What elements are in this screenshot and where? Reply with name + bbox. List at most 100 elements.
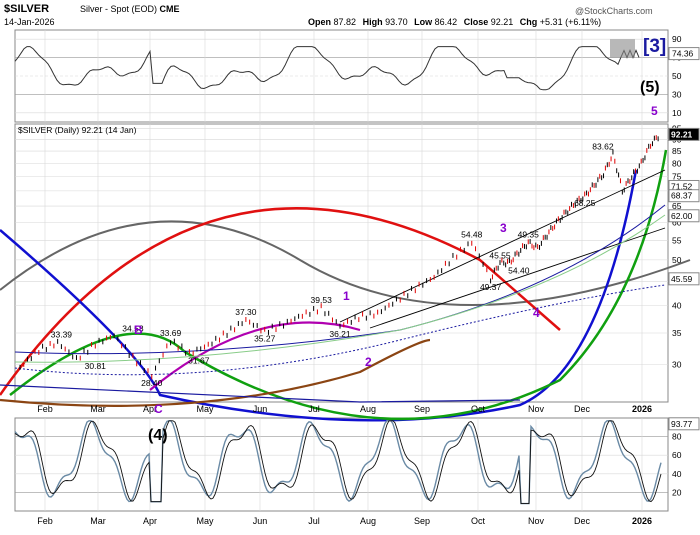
open-label: Open [308, 17, 331, 27]
price-x-tick-label: Oct [471, 404, 486, 414]
wave-label-b: B [134, 323, 143, 337]
low-value: 86.42 [435, 17, 458, 27]
price-annotation: 39.53 [311, 295, 333, 305]
bottom-panel-frame [14, 417, 669, 512]
wave-label-4: 4 [533, 306, 540, 320]
price-y-tick-label: 60 [672, 217, 682, 227]
price-right-value-label: 71.52 [671, 181, 693, 191]
price-y-tick-label: 85 [672, 146, 682, 156]
bottom-x-tick-label: Mar [90, 516, 106, 526]
close-label: Close [464, 17, 489, 27]
price-panel-frame [14, 123, 669, 403]
price-x-tick-label: 2026 [632, 404, 652, 414]
cycle-arc-brown [0, 338, 431, 407]
ohlc-readout: Open 87.82 High 93.70 Low 86.42 Close 92… [308, 17, 601, 27]
price-annotation: 35.27 [254, 333, 276, 343]
wave-label-3-big: [3] [643, 36, 666, 57]
baseline-arc [0, 384, 521, 403]
price-right-value-box [668, 189, 700, 203]
price-annotation: 49.35 [518, 230, 540, 240]
bottom-x-tick-label: Aug [360, 516, 376, 526]
bottom-x-tick-label: Dec [574, 516, 591, 526]
price-annotation: 34.58 [122, 323, 144, 333]
price-right-value-label: 92.21 [671, 129, 693, 139]
close-value: 92.21 [491, 17, 514, 27]
cycle-arc-gray [0, 220, 691, 306]
wave-label-5: 5 [651, 104, 658, 118]
price-y-tick-label: 50 [672, 255, 682, 265]
price-x-tick-label: Apr [143, 404, 157, 414]
price-annotation: 54.40 [508, 266, 530, 276]
bottom-indicator-layer [14, 420, 662, 505]
grid-layer [15, 30, 668, 511]
bottom-current-value-box [668, 417, 700, 431]
price-x-tick-label: May [196, 404, 214, 414]
price-right-value-label: 68.37 [671, 191, 693, 201]
price-x-tick-label: Sep [414, 404, 430, 414]
price-x-tick-label: Jul [308, 404, 320, 414]
price-annotation: 54.48 [461, 229, 483, 239]
bottom-x-tick-label: Jul [308, 516, 320, 526]
channel-line-lower [369, 227, 666, 329]
price-x-tick-label: Dec [574, 404, 591, 414]
price-y-tick-label: 75 [672, 172, 682, 182]
chart-symbol: $SILVER [4, 3, 49, 15]
price-right-value-label: 62.00 [671, 211, 693, 221]
low-label: Low [414, 17, 433, 27]
wave-label-1: 1 [343, 289, 350, 303]
cycle-arc-purple [149, 321, 361, 391]
price-x-tick-label: Nov [528, 404, 545, 414]
bottom-x-tick-label: 2026 [632, 516, 652, 526]
bottom-y-tick-label: 80 [672, 432, 682, 442]
cycle-arc-red [0, 207, 561, 396]
price-legend: $SILVER (Daily) 92.21 (14 Jan) [18, 125, 137, 135]
top-indicator-layer [14, 39, 640, 91]
watermark: @StockCharts.com [575, 6, 653, 16]
chart-description: Silver - Spot (EOD) CME [80, 4, 180, 14]
price-annotation: 33.69 [160, 328, 182, 338]
open-value: 87.82 [334, 17, 357, 27]
high-value: 93.70 [385, 17, 408, 27]
top-y-tick-label: 90 [672, 34, 682, 44]
top-current-value-label: 74.36 [672, 49, 694, 59]
price-annotation: 37.30 [235, 307, 257, 317]
rsi-line [14, 46, 640, 91]
bottom-x-tick-label: Feb [37, 516, 53, 526]
price-x-tick-label: Aug [360, 404, 376, 414]
price-y-tick-label: 40 [672, 301, 682, 311]
bottom-x-tick-label: Sep [414, 516, 430, 526]
price-right-value-label: 45.59 [671, 274, 693, 284]
bottom-x-tick-label: Nov [528, 516, 545, 526]
price-annotation: 68.25 [574, 198, 596, 208]
price-annotation: 33.39 [51, 330, 73, 340]
bottom-x-tick-label: Jun [253, 516, 268, 526]
price-y-tick-label: 35 [672, 328, 682, 338]
price-annotation: 49.37 [480, 282, 502, 292]
price-y-tick-label: 80 [672, 159, 682, 169]
price-y-tick-label: 30 [672, 360, 682, 370]
bottom-y-tick-label: 60 [672, 450, 682, 460]
chart-date: 14-Jan-2026 [4, 17, 55, 27]
axis-layer: 103050709074.363035404550556065707580859… [37, 34, 700, 526]
price-annotation: 36.21 [329, 329, 351, 339]
high-label: High [363, 17, 383, 27]
price-right-value-box [668, 272, 700, 286]
chg-label: Chg [520, 17, 538, 27]
bottom-y-tick-label: 40 [672, 469, 682, 479]
rsi-overbought-fill [610, 39, 635, 58]
price-annotation: 83.62 [592, 141, 614, 151]
price-y-tick-label: 65 [672, 201, 682, 211]
bottom-current-value-label: 93.77 [671, 419, 693, 429]
chart-description-text: Silver - Spot (EOD) [80, 4, 157, 14]
stochastic-k-line [14, 420, 662, 505]
price-x-tick-label: Mar [90, 404, 106, 414]
bottom-x-tick-label: Apr [143, 516, 157, 526]
top-current-value-box [668, 47, 700, 61]
wave-label-4-big: (4) [148, 427, 168, 444]
wave-label-2: 2 [365, 355, 372, 369]
channel-line-upper [339, 169, 666, 323]
price-x-tick-label: Jun [253, 404, 268, 414]
price-y-tick-label: 55 [672, 235, 682, 245]
top-y-tick-label: 30 [672, 89, 682, 99]
wave-label-5-big: (5) [640, 79, 660, 96]
